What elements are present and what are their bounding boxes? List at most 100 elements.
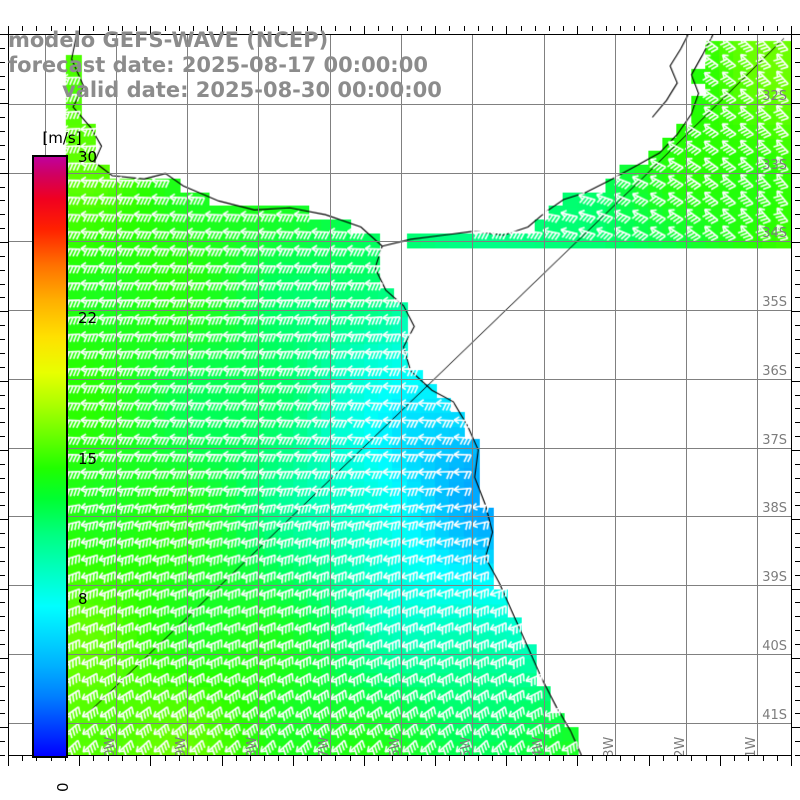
ruler-tick [93, 756, 94, 761]
ruler-tick [791, 756, 792, 766]
ruler-tick [0, 561, 5, 562]
ruler-tick [663, 26, 664, 31]
ruler-tick [492, 26, 493, 31]
ruler-tick [150, 756, 151, 766]
ruler-tick [777, 756, 778, 761]
ruler-tick [795, 339, 800, 340]
ruler-tick [795, 464, 800, 465]
gridline-parallel [9, 723, 791, 724]
ruler-tick [734, 756, 735, 761]
ruler-tick [620, 756, 621, 761]
ruler-tick [0, 464, 5, 465]
ruler-tick [492, 756, 493, 761]
lat-tick-label: 33S [762, 158, 787, 173]
ruler-tick [278, 756, 279, 761]
ruler-tick [378, 756, 379, 761]
ruler-tick [734, 26, 735, 31]
ruler-tick [165, 26, 166, 31]
ruler-tick [0, 159, 5, 160]
gridline-meridian [116, 35, 117, 755]
ruler-tick [720, 26, 721, 35]
ruler-tick [250, 26, 251, 31]
ruler-tick [0, 367, 5, 368]
ruler-tick [0, 89, 5, 90]
ruler-tick [0, 589, 9, 590]
ruler-tick [22, 756, 23, 761]
ruler-tick [620, 26, 621, 31]
map-plot-area[interactable]: 71W70W69W68W67W66W65W64W63W62W61W32S33S3… [8, 34, 792, 756]
ruler-tick [795, 353, 800, 354]
ruler-tick [763, 26, 764, 31]
ruler-tick [795, 713, 800, 714]
ruler-tick [795, 367, 800, 368]
colorbar-tick-label: 15 [78, 450, 98, 468]
ruler-tick [321, 756, 322, 761]
ruler-tick [663, 756, 664, 761]
lon-tick-label: 62W [673, 736, 688, 756]
ruler-tick [421, 26, 422, 31]
ruler-tick [795, 145, 800, 146]
ruler-tick [521, 26, 522, 31]
ruler-tick [0, 644, 5, 645]
lat-tick-label: 36S [762, 364, 787, 379]
ruler-tick [0, 741, 5, 742]
ruler-tick [36, 756, 37, 761]
colorbar-tick-label: 8 [78, 590, 88, 608]
ruler-tick [795, 422, 800, 423]
ruler-tick [0, 616, 5, 617]
ruler-tick [795, 602, 800, 603]
colorbar-tick-label: 0 [54, 782, 72, 792]
ruler-tick [795, 561, 800, 562]
ruler-tick [791, 727, 800, 728]
lat-tick-label: 40S [762, 639, 787, 654]
gridline-meridian [187, 35, 188, 755]
ruler-tick [0, 686, 5, 687]
wind-speed-field-canvas [9, 35, 791, 755]
ruler-tick [791, 26, 792, 35]
gridline-meridian [330, 35, 331, 755]
ruler-tick [0, 436, 5, 437]
ruler-tick [795, 200, 800, 201]
ruler-tick [0, 48, 5, 49]
ruler-tick [577, 26, 578, 35]
ruler-tick [791, 173, 800, 174]
ruler-tick [108, 26, 109, 31]
ruler-tick [506, 26, 507, 35]
ruler-tick [748, 26, 749, 31]
lat-tick-label: 32S [762, 89, 787, 104]
colorbar-gradient [32, 155, 68, 758]
gridline-parallel [9, 654, 791, 655]
ruler-tick [795, 700, 800, 701]
ruler-tick [691, 26, 692, 31]
ruler-tick [706, 26, 707, 31]
ruler-tick [0, 103, 9, 104]
ruler-tick [478, 756, 479, 761]
ruler-tick [795, 187, 800, 188]
ruler-tick [0, 214, 5, 215]
right-tick-ruler [791, 34, 800, 756]
ruler-tick [795, 270, 800, 271]
ruler-tick [795, 284, 800, 285]
ruler-tick [720, 756, 721, 766]
ruler-tick [795, 48, 800, 49]
ruler-tick [777, 26, 778, 31]
gridline-meridian [401, 35, 402, 755]
gridline-parallel [9, 516, 791, 517]
ruler-tick [0, 727, 9, 728]
ruler-tick [179, 26, 180, 31]
ruler-tick [464, 756, 465, 761]
ruler-tick [791, 658, 800, 659]
ruler-tick [795, 89, 800, 90]
ruler-tick [22, 26, 23, 31]
ruler-tick [0, 755, 5, 756]
ruler-tick [791, 311, 800, 312]
ruler-tick [0, 270, 5, 271]
lon-tick-label: 69W [174, 736, 189, 756]
ruler-tick [0, 297, 5, 298]
gridline-parallel [9, 448, 791, 449]
colorbar-unit-label: [m/s] [42, 129, 82, 147]
ruler-tick [795, 478, 800, 479]
ruler-tick [0, 575, 5, 576]
ruler-tick [293, 26, 294, 35]
ruler-tick [293, 756, 294, 766]
